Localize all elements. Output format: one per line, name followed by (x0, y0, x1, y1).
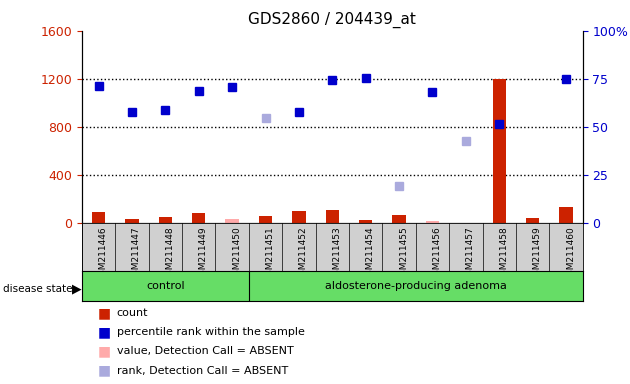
Text: GSM211453: GSM211453 (333, 227, 341, 281)
Bar (292, 211, 306, 223)
Bar (326, 210, 339, 223)
Bar (125, 219, 139, 223)
Text: GSM211454: GSM211454 (365, 227, 375, 281)
Bar (392, 215, 406, 223)
Text: control: control (146, 281, 185, 291)
Text: ■: ■ (98, 364, 111, 377)
Text: GSM211460: GSM211460 (566, 227, 575, 281)
Bar (192, 213, 205, 223)
Bar (426, 221, 439, 223)
Bar (159, 217, 172, 223)
Text: value, Detection Call = ABSENT: value, Detection Call = ABSENT (117, 346, 294, 356)
Text: GSM211446: GSM211446 (98, 227, 108, 281)
Text: GSM211457: GSM211457 (466, 227, 475, 281)
Bar (559, 207, 573, 223)
Bar (259, 216, 272, 223)
Text: ■: ■ (98, 306, 111, 320)
Text: GSM211455: GSM211455 (399, 227, 408, 281)
Text: rank, Detection Call = ABSENT: rank, Detection Call = ABSENT (117, 366, 288, 376)
Text: GSM211450: GSM211450 (232, 227, 241, 281)
Text: aldosterone-producing adenoma: aldosterone-producing adenoma (325, 281, 507, 291)
Text: GSM211459: GSM211459 (532, 227, 542, 281)
Bar (92, 212, 105, 223)
Text: ■: ■ (98, 325, 111, 339)
Text: GSM211451: GSM211451 (265, 227, 275, 281)
Text: GSM211458: GSM211458 (499, 227, 508, 281)
Bar (226, 218, 239, 223)
Bar (526, 218, 539, 223)
Text: GSM211452: GSM211452 (299, 227, 308, 281)
Title: GDS2860 / 204439_at: GDS2860 / 204439_at (248, 12, 416, 28)
Bar (493, 79, 506, 223)
Text: GSM211448: GSM211448 (165, 227, 175, 281)
Bar (359, 220, 372, 223)
Text: disease state: disease state (3, 284, 72, 294)
Text: GSM211456: GSM211456 (432, 227, 442, 281)
Text: GSM211449: GSM211449 (199, 227, 208, 281)
Text: GSM211447: GSM211447 (132, 227, 141, 281)
Text: percentile rank within the sample: percentile rank within the sample (117, 327, 304, 337)
Text: ■: ■ (98, 344, 111, 358)
Text: ▶: ▶ (72, 282, 82, 295)
Text: count: count (117, 308, 148, 318)
